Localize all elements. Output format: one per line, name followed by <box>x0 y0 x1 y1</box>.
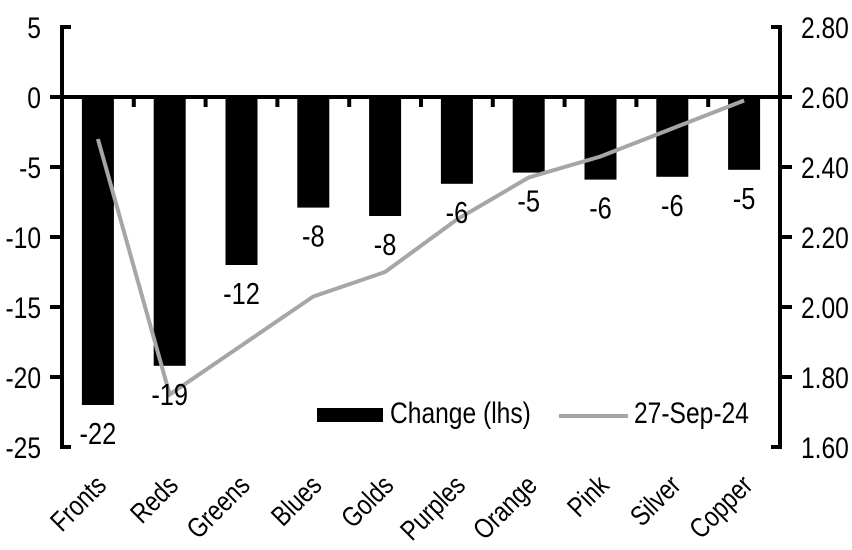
x-label-greens: Greens <box>181 470 256 545</box>
bar-label-golds: -8 <box>374 228 397 263</box>
line-series-path <box>95 98 745 398</box>
bar-fronts <box>81 97 114 405</box>
bar-label-copper: -5 <box>733 181 756 216</box>
line-series <box>95 98 745 398</box>
bar-label-fronts: -22 <box>80 417 117 452</box>
bar-orange <box>512 97 545 173</box>
axes <box>50 25 792 449</box>
legend-bar-label: Change (lhs) <box>390 397 531 430</box>
left-axis-label-0: 0 <box>27 81 41 115</box>
bar-label-blues: -8 <box>302 219 325 254</box>
left-axis-label--15: -15 <box>5 291 41 325</box>
bar-blues <box>297 97 330 208</box>
right-axis-label-2.40: 2.40 <box>801 151 849 185</box>
right-axis-label-2.60: 2.60 <box>801 81 849 115</box>
legend-bar-swatch <box>317 408 383 422</box>
bar-label-reds: -19 <box>151 377 188 412</box>
x-label-silver: Silver <box>625 470 688 533</box>
bar-copper <box>728 97 761 170</box>
left-axis-label--20: -20 <box>5 361 41 395</box>
left-axis-label--25: -25 <box>5 431 41 465</box>
right-axis-label-2.20: 2.20 <box>801 221 849 255</box>
left-axis-label-5: 5 <box>27 11 41 45</box>
bar-greens <box>225 97 258 265</box>
bar-label-greens: -12 <box>223 277 260 312</box>
bar-data-labels: -22 -19 -12 -8 -8 -6 -5 -6 -6 -5 <box>80 181 756 451</box>
right-axis-tick-labels: 2.80 2.60 2.40 2.20 2.00 1.80 1.60 <box>801 11 849 465</box>
legend-line-swatch <box>559 414 628 418</box>
bar-label-purples: -6 <box>446 195 469 230</box>
left-axis-tick-labels: 5 0 -5 -10 -15 -20 -25 <box>5 11 41 465</box>
bar-label-silver: -6 <box>661 188 684 223</box>
bar-silver <box>656 97 689 177</box>
bar-series <box>81 97 761 405</box>
right-axis-label-1.80: 1.80 <box>801 361 849 395</box>
x-label-golds: Golds <box>336 470 400 534</box>
x-label-copper: Copper <box>684 470 759 545</box>
bar-purples <box>440 97 473 184</box>
right-axis-label-1.60: 1.60 <box>801 431 849 465</box>
x-label-purples: Purples <box>395 470 472 547</box>
legend-line-label: 27-Sep-24 <box>634 397 749 430</box>
bar-label-pink: -6 <box>589 191 612 226</box>
bar-reds <box>153 97 186 366</box>
bar-golds <box>369 97 402 216</box>
left-axis-label--10: -10 <box>5 221 41 255</box>
right-axis-label-2.00: 2.00 <box>801 291 849 325</box>
right-axis-label-2.80: 2.80 <box>801 11 849 45</box>
bar-label-orange: -5 <box>517 184 540 219</box>
bar-pink <box>584 97 617 180</box>
x-label-blues: Blues <box>266 470 328 532</box>
x-label-fronts: Fronts <box>45 470 113 538</box>
x-label-pink: Pink <box>562 470 615 523</box>
x-label-orange: Orange <box>468 470 544 546</box>
left-axis-label--5: -5 <box>19 151 41 185</box>
x-label-reds: Reds <box>125 470 185 530</box>
